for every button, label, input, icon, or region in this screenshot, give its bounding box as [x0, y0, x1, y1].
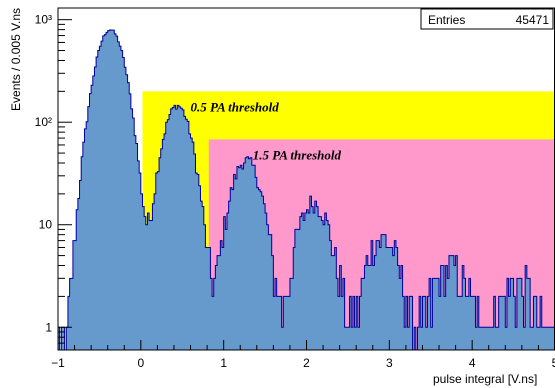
y-tick-label: 10² — [35, 115, 52, 129]
stats-box: Entries 45471 — [420, 8, 554, 30]
y-tick-label: 10³ — [35, 13, 52, 27]
histogram-outline — [57, 29, 555, 351]
x-tick-label: 5 — [552, 356, 555, 370]
y-axis-label: Events / 0.005 V.ns — [9, 8, 23, 111]
x-tick-label: 4 — [469, 356, 476, 370]
stats-entries-label: Entries — [428, 13, 465, 27]
x-tick-label: 0 — [137, 356, 144, 370]
x-tick-label: 3 — [386, 356, 393, 370]
threshold-region-0-5-label: 0.5 PA threshold — [190, 99, 279, 114]
x-tick-label: −1 — [51, 356, 65, 370]
y-tick-label: 1 — [45, 320, 52, 334]
stats-entries-value: 45471 — [516, 13, 550, 27]
threshold-region-1-5-label: 1.5 PA threshold — [253, 147, 342, 162]
x-axis-label: pulse integral [V.ns] — [433, 372, 537, 386]
y-tick-label: 10 — [39, 218, 53, 232]
x-tick-label: 2 — [303, 356, 310, 370]
x-tick-label: 1 — [220, 356, 227, 370]
